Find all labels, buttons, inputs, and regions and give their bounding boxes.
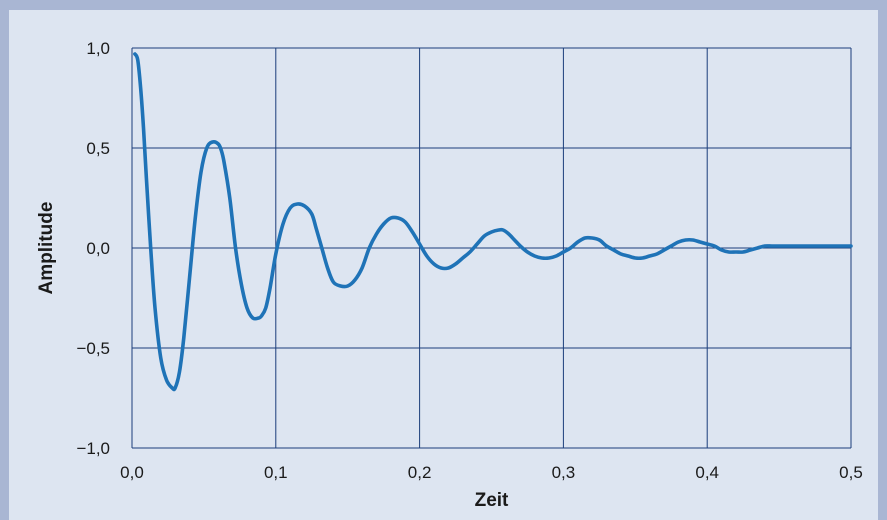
- y-tick-label: −0,5: [76, 339, 110, 358]
- x-tick-label: 0,1: [264, 463, 288, 482]
- y-tick-label: 0,5: [86, 139, 110, 158]
- y-tick-labels: 1,0 0,5 0,0 −0,5 −1,0: [76, 39, 110, 458]
- series-layer: [133, 52, 853, 392]
- x-axis-title: Zeit: [475, 490, 509, 511]
- y-tick-label: 0,0: [86, 239, 110, 258]
- series-line: [133, 52, 853, 392]
- x-tick-labels: 0,0 0,1 0,2 0,3 0,4 0,5: [120, 463, 863, 482]
- x-tick-label: 0,5: [839, 463, 863, 482]
- y-tick-label: −1,0: [76, 439, 110, 458]
- y-axis-title: Amplitude: [36, 202, 57, 295]
- x-tick-label: 0,3: [552, 463, 576, 482]
- x-tick-label: 0,2: [408, 463, 432, 482]
- grid: [131, 47, 852, 449]
- x-tick-label: 0,0: [120, 463, 144, 482]
- x-tick-label: 0,4: [695, 463, 719, 482]
- y-tick-label: 1,0: [86, 39, 110, 58]
